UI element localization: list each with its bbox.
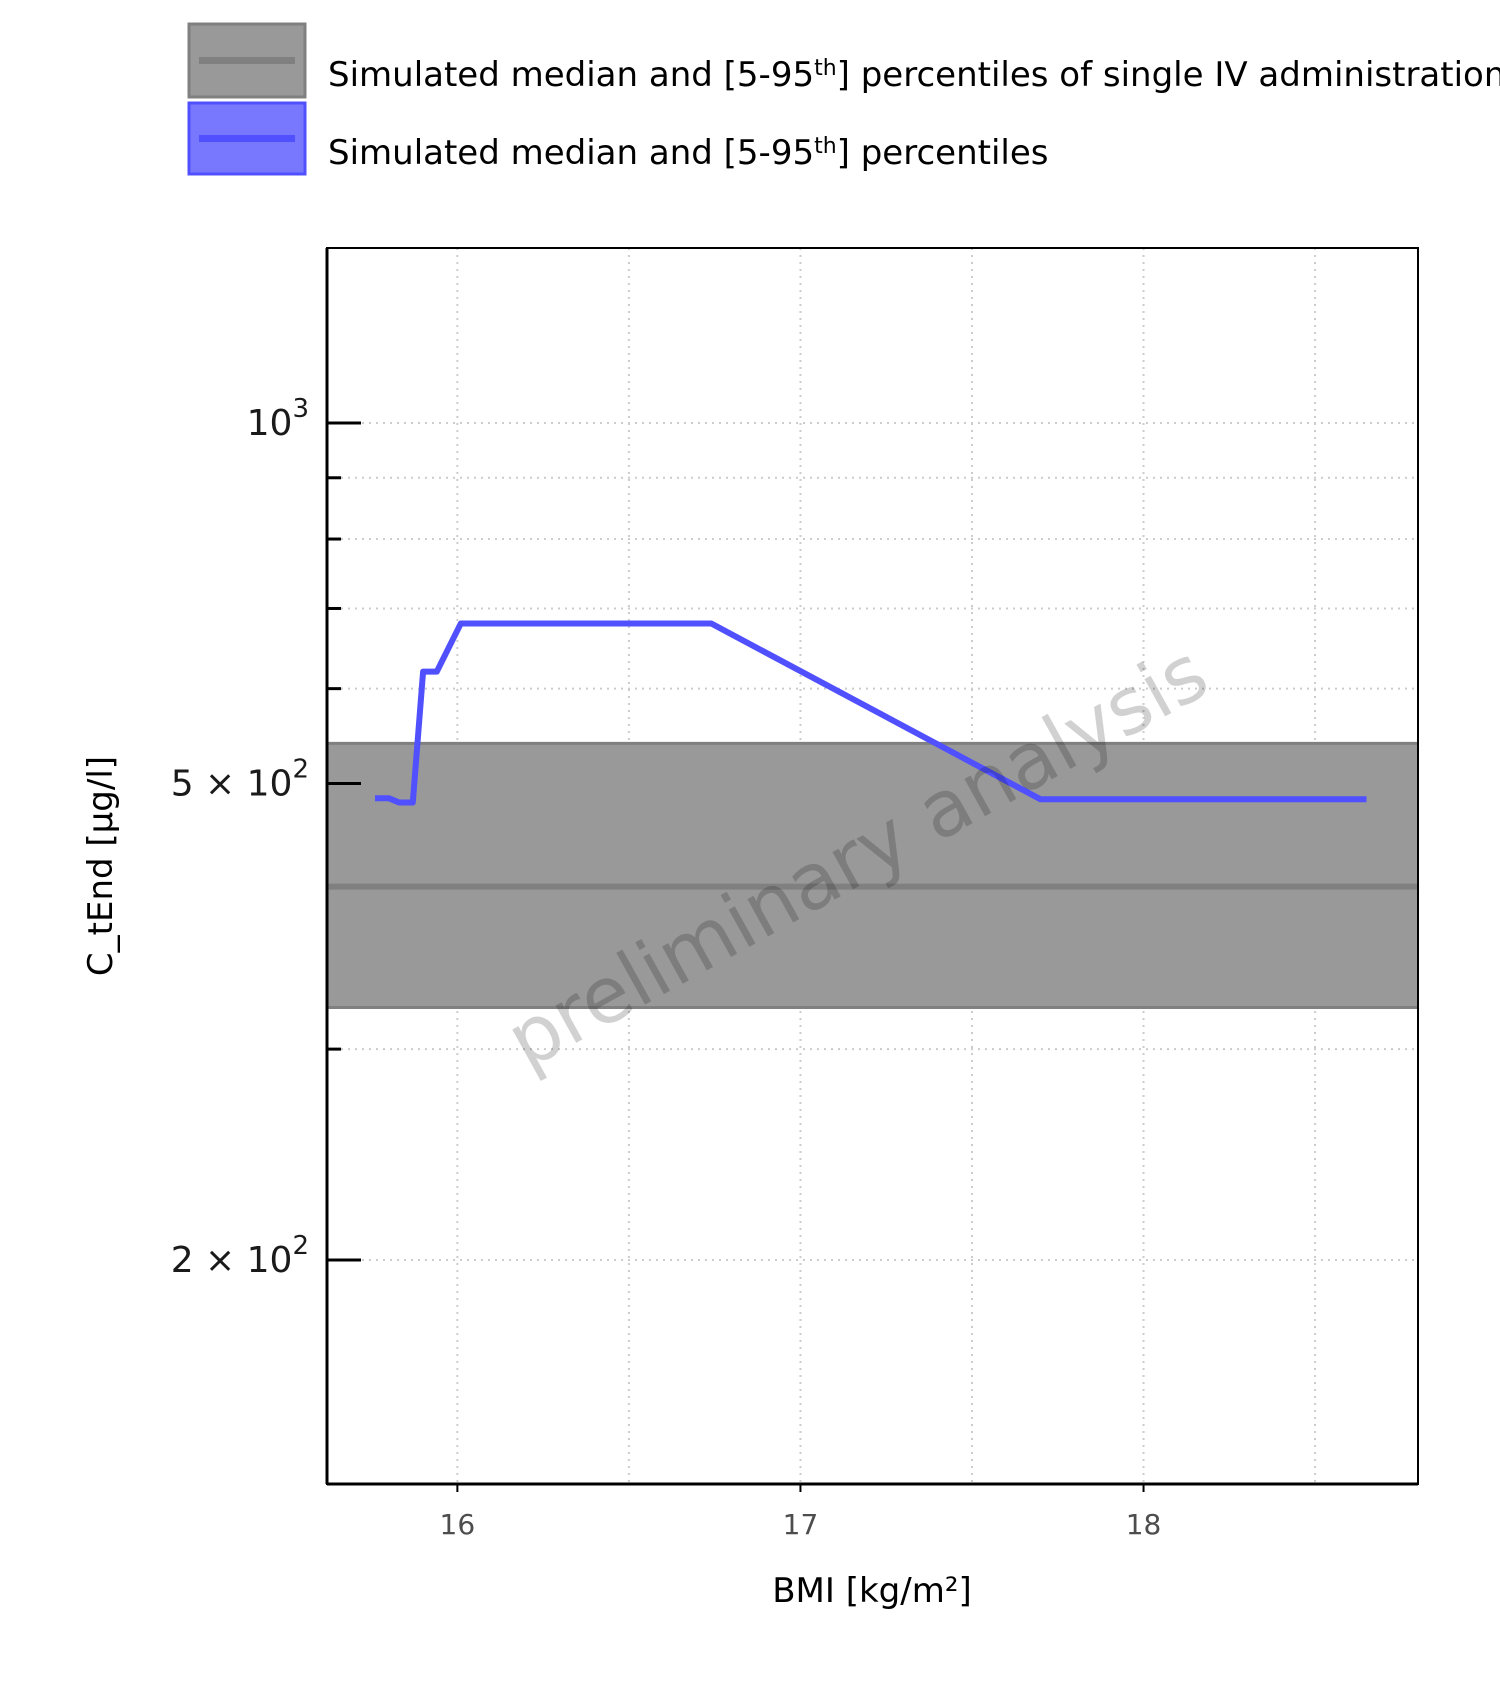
y-tick-label: 5 × 102 bbox=[171, 754, 309, 804]
simulated-median-point bbox=[399, 802, 400, 803]
y-tick-label: 2 × 102 bbox=[171, 1231, 309, 1281]
simulated-median-point bbox=[711, 623, 712, 624]
y-tick-label: 103 bbox=[247, 394, 309, 444]
legend-label-reference: Simulated median and [5-95th] percentile… bbox=[328, 55, 1500, 95]
legend-item-simulated: Simulated median and [5-95th] percentile… bbox=[187, 101, 1048, 176]
legend-label-simulated: Simulated median and [5-95th] percentile… bbox=[328, 133, 1048, 173]
x-tick-label: 16 bbox=[440, 1508, 476, 1541]
axes: 16 17 18 2 × 102 5 × 102 103 bbox=[171, 394, 1162, 1541]
simulated-median-point bbox=[1366, 799, 1367, 800]
simulated-median-point bbox=[388, 798, 389, 799]
simulated-median-point bbox=[423, 671, 424, 672]
x-axis-title: BMI [kg/m²] bbox=[772, 1571, 972, 1611]
y-axis-title: C_tEnd [µg/l] bbox=[81, 756, 121, 976]
simulated-median-line bbox=[375, 620, 1367, 806]
series-layer bbox=[375, 620, 1367, 806]
simulated-median-point bbox=[460, 623, 461, 624]
simulated-median-point bbox=[375, 798, 376, 799]
x-tick-label: 17 bbox=[783, 1508, 819, 1541]
simulated-median-point bbox=[436, 671, 437, 672]
reference-band bbox=[327, 743, 1418, 1008]
legend: Simulated median and [5-95th] percentile… bbox=[187, 22, 1500, 176]
x-tick-label: 18 bbox=[1126, 1508, 1162, 1541]
legend-item-reference: Simulated median and [5-95th] percentile… bbox=[187, 22, 1500, 99]
reference-band-layer bbox=[327, 741, 1418, 1009]
simulated-median-point bbox=[412, 802, 413, 803]
